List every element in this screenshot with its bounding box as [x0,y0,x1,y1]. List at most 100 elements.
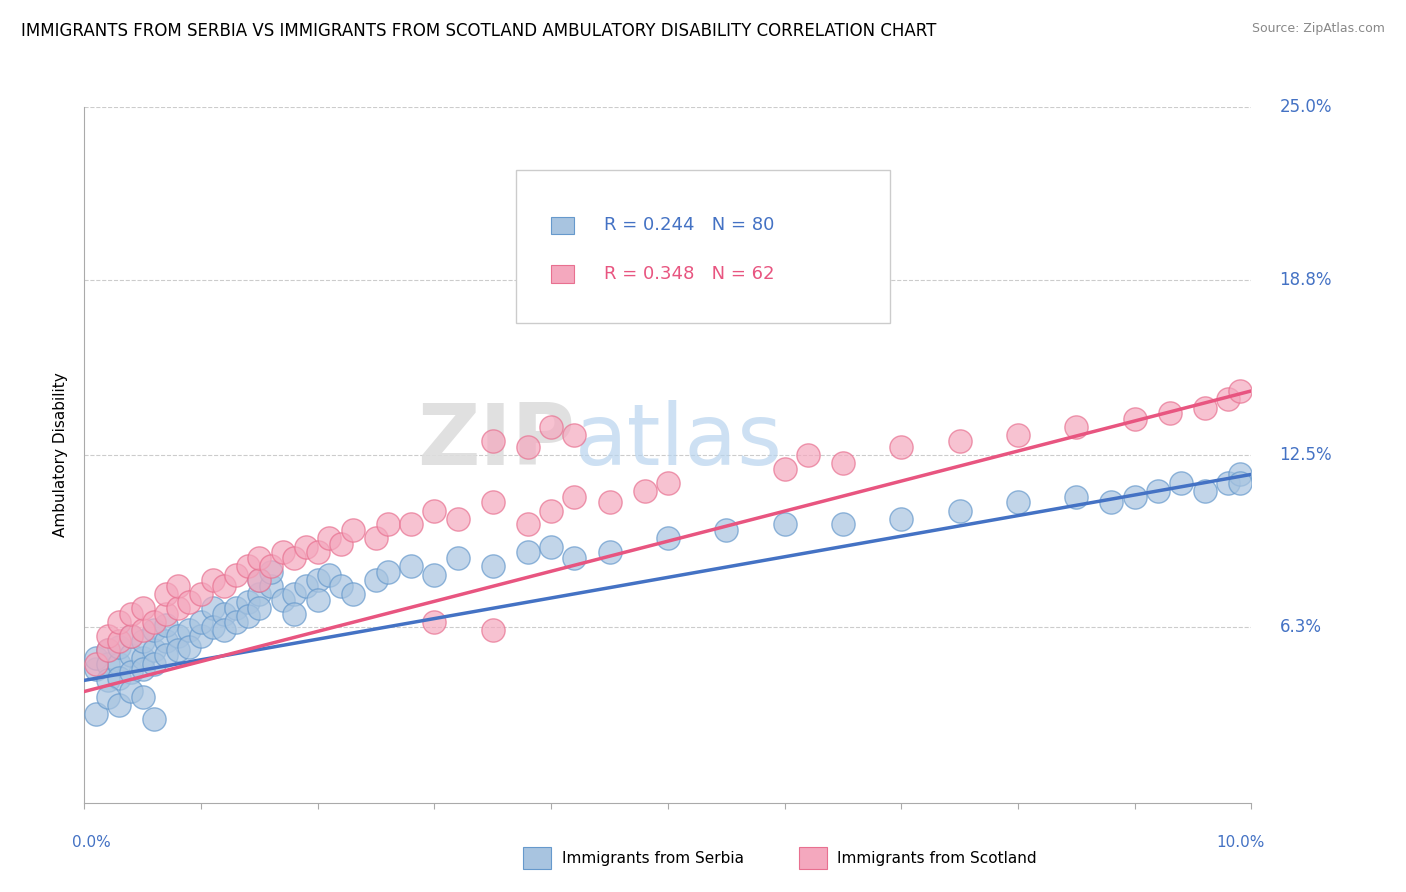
Text: R = 0.244   N = 80: R = 0.244 N = 80 [603,217,775,235]
Point [214,579,236,593]
Point [599,495,621,509]
Point [295,579,318,593]
Point [1159,406,1181,420]
Point [120,684,142,698]
Point [179,640,201,654]
Point [330,537,353,551]
Point [1066,490,1088,504]
Point [108,671,131,685]
Point [108,615,131,629]
Point [948,503,970,517]
Point [143,642,166,657]
Point [97,642,120,657]
Point [247,550,270,565]
Point [108,640,131,654]
Point [564,428,586,442]
Point [1007,428,1029,442]
Point [1229,467,1251,482]
Point [260,559,283,574]
Point [657,475,679,490]
Point [143,615,166,629]
Point [564,490,586,504]
Point [225,615,247,629]
Point [179,624,201,638]
Point [214,624,236,638]
Bar [523,847,551,869]
Point [307,592,329,607]
Point [260,565,283,579]
Point [97,657,120,671]
Point [120,607,142,621]
Point [247,573,270,587]
Point [120,629,142,643]
Point [132,690,155,704]
Point [1216,392,1239,407]
Text: Source: ZipAtlas.com: Source: ZipAtlas.com [1251,22,1385,36]
Point [166,579,188,593]
Point [236,609,259,624]
Point [97,629,120,643]
Point [155,607,177,621]
Text: Immigrants from Scotland: Immigrants from Scotland [837,851,1036,865]
Text: 25.0%: 25.0% [1279,98,1331,116]
Point [132,601,155,615]
Point [714,523,737,537]
Point [166,601,188,615]
Point [143,624,166,638]
Text: 12.5%: 12.5% [1279,446,1331,464]
Point [201,573,224,587]
Point [797,448,820,462]
Y-axis label: Ambulatory Disability: Ambulatory Disability [53,373,69,537]
Point [516,440,538,454]
Point [366,532,388,546]
Point [214,607,236,621]
Point [890,440,912,454]
Text: atlas: atlas [575,400,783,483]
Point [225,601,247,615]
Text: ZIP: ZIP [416,400,575,483]
Point [657,532,679,546]
Point [423,615,446,629]
Point [271,545,294,559]
Point [283,607,305,621]
Point [295,540,318,554]
Point [330,579,353,593]
Point [1123,490,1146,504]
Point [190,629,212,643]
Point [423,567,446,582]
Point [481,559,505,574]
Point [516,517,538,532]
Bar [799,847,827,869]
Point [540,540,562,554]
Point [1229,384,1251,398]
Point [342,587,364,601]
Point [481,495,505,509]
Point [773,517,796,532]
Bar [551,265,575,283]
Point [120,629,142,643]
Bar [551,217,575,234]
Point [84,657,107,671]
Point [236,595,259,609]
Point [1066,420,1088,434]
Point [155,648,177,663]
Point [201,620,224,634]
Point [1194,484,1216,499]
Point [283,587,305,601]
Point [179,595,201,609]
Point [318,567,340,582]
Point [1170,475,1192,490]
Point [890,512,912,526]
Point [283,550,305,565]
Point [84,651,107,665]
Point [166,629,188,643]
Point [84,662,107,676]
Point [247,587,270,601]
Point [377,517,399,532]
Text: 10.0%: 10.0% [1216,836,1264,850]
Point [1147,484,1170,499]
Text: 0.0%: 0.0% [72,836,111,850]
Point [1007,495,1029,509]
Point [318,532,340,546]
Text: Immigrants from Serbia: Immigrants from Serbia [562,851,744,865]
